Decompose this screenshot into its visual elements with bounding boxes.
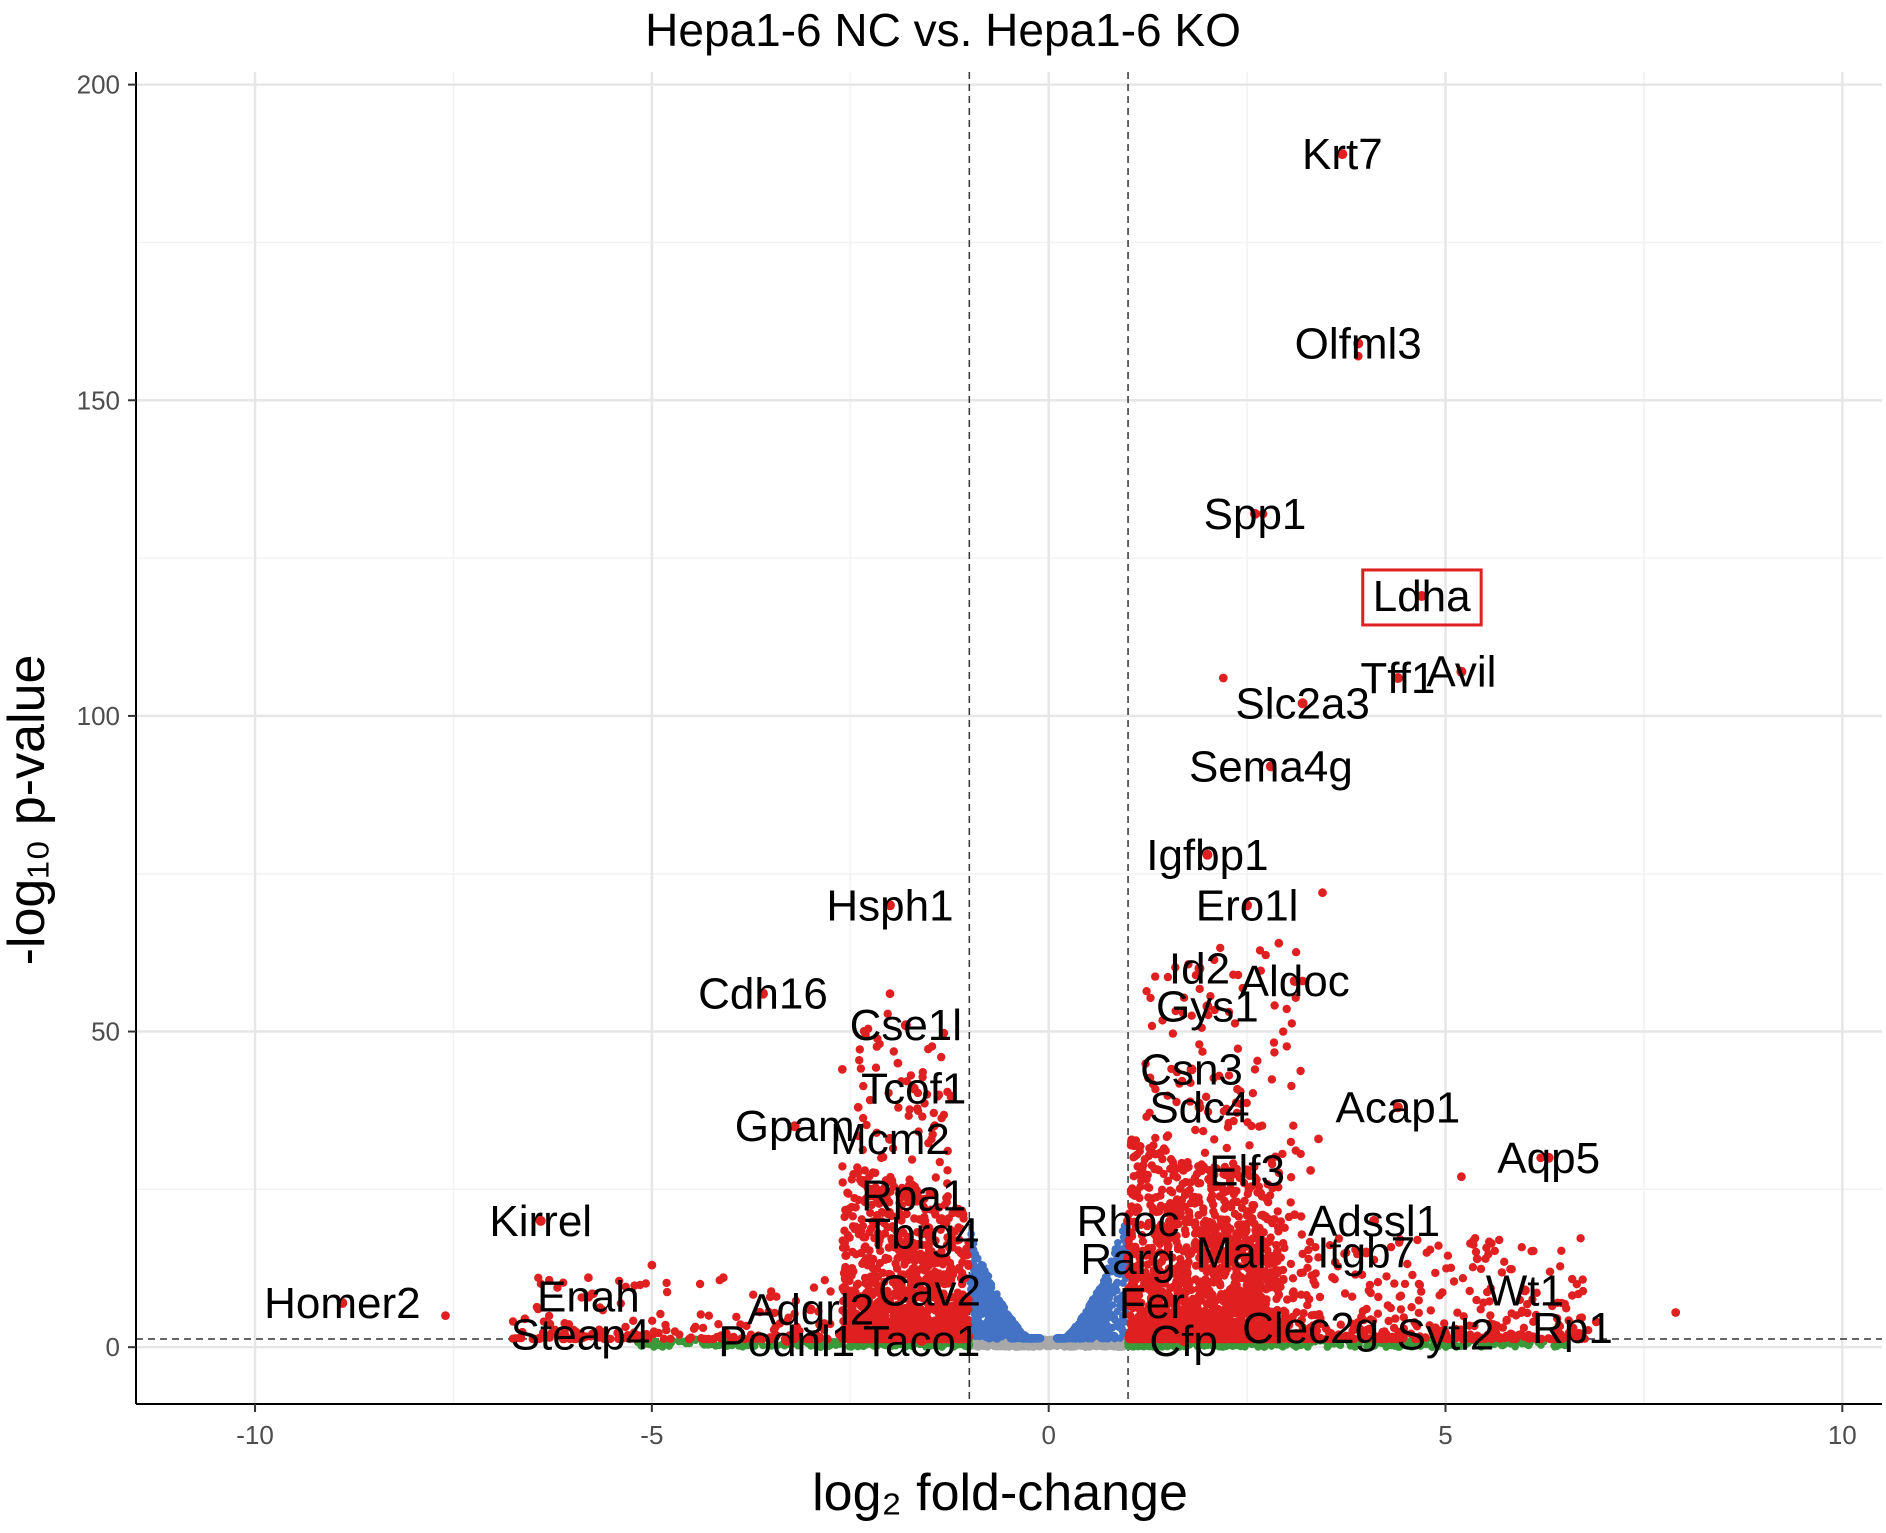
scatter-point — [855, 1056, 863, 1064]
scatter-point — [1030, 1335, 1038, 1343]
scatter-point — [1105, 1330, 1113, 1338]
scatter-point — [1015, 1334, 1023, 1342]
scatter-point — [848, 1264, 856, 1272]
scatter-point — [1136, 1183, 1144, 1191]
scatter-point — [844, 1231, 852, 1239]
scatter-point — [1274, 1207, 1282, 1215]
scatter-point — [848, 1175, 856, 1183]
scatter-point — [1088, 1334, 1096, 1342]
scatter-point — [1231, 1210, 1239, 1218]
scatter-point — [1220, 1205, 1228, 1213]
scatter-point — [937, 1053, 945, 1061]
scatter-point — [1085, 1327, 1093, 1335]
scatter-point — [986, 1295, 994, 1303]
scatter-point — [1054, 1335, 1062, 1343]
scatter-point — [1070, 1328, 1078, 1336]
scatter-point — [1182, 1230, 1190, 1238]
scatter-point — [840, 1213, 848, 1221]
scatter-point — [1111, 1335, 1119, 1343]
scatter-point — [1143, 1183, 1151, 1191]
scatter-point — [1166, 1186, 1174, 1194]
scatter-point — [1061, 1334, 1069, 1342]
scatter-point — [847, 1271, 855, 1279]
scatter-point — [861, 1274, 869, 1282]
scatter-point — [1098, 1333, 1106, 1341]
scatter-point — [995, 1309, 1003, 1317]
scatter-point — [1149, 1141, 1157, 1149]
scatter-point — [1178, 1159, 1186, 1167]
scatter-point — [1088, 1305, 1096, 1313]
scatter-point — [985, 1327, 993, 1335]
scatter-point — [1209, 1207, 1217, 1215]
scatter-point — [1144, 1171, 1152, 1179]
scatter-point — [1208, 1196, 1216, 1204]
scatter-point — [1006, 1330, 1014, 1338]
scatter-point — [985, 1315, 993, 1323]
scatter-point — [843, 1189, 851, 1197]
scatter-point — [1100, 1288, 1108, 1296]
scatter-point — [996, 1301, 1004, 1309]
scatter-point — [1511, 1343, 1519, 1351]
scatter-point — [1102, 1311, 1110, 1319]
scatter-point — [860, 1258, 868, 1266]
scatter-point — [1127, 1187, 1135, 1195]
scatter-point — [1091, 1294, 1099, 1302]
scatter-point — [842, 1252, 850, 1260]
scatter-point — [1003, 1315, 1011, 1323]
scatter-point — [1104, 1303, 1112, 1311]
scatter-point — [1133, 1162, 1141, 1170]
scatter-point — [841, 1266, 849, 1274]
scatter-point — [1264, 1198, 1272, 1206]
scatter-point — [1092, 1320, 1100, 1328]
scatter-point — [1081, 1312, 1089, 1320]
scatter-point — [1199, 1204, 1207, 1212]
scatter-point — [839, 1178, 847, 1186]
scatter-point — [992, 1331, 1000, 1339]
scatter-point — [845, 1205, 853, 1213]
scatter-point — [849, 1212, 857, 1220]
